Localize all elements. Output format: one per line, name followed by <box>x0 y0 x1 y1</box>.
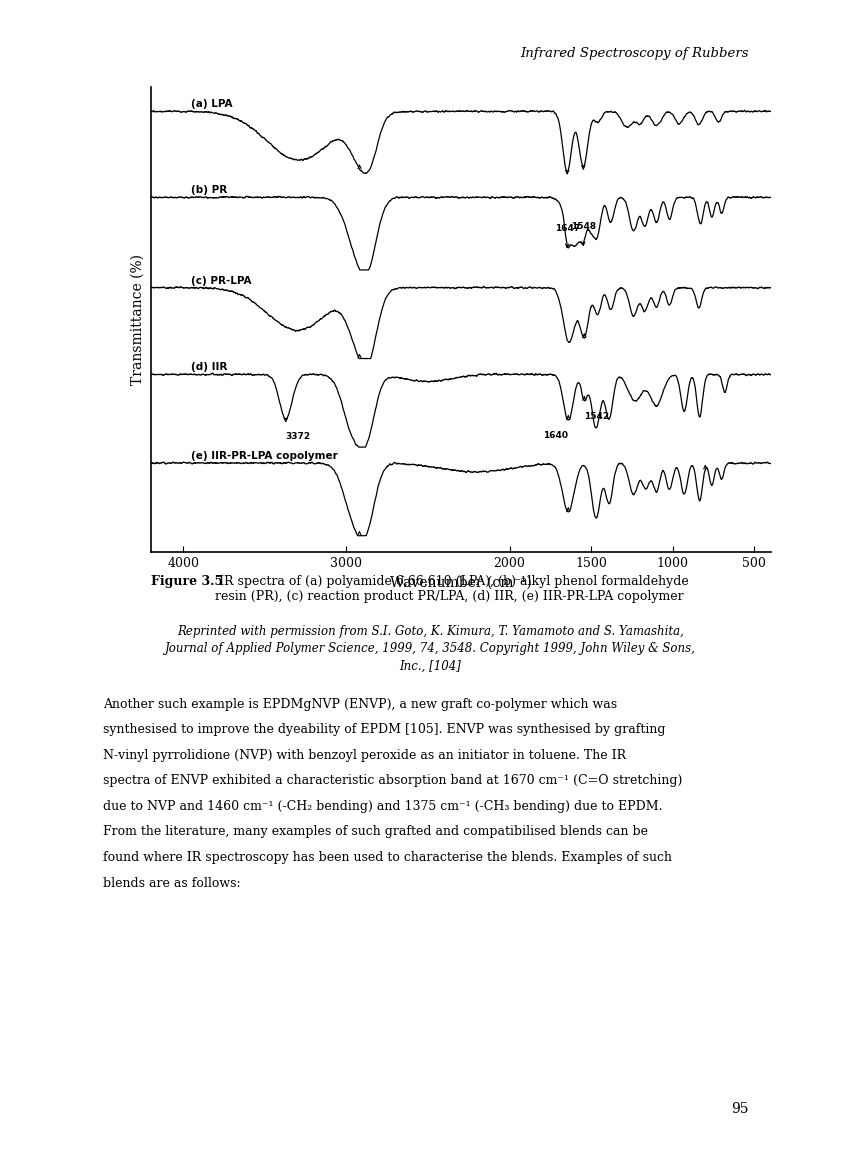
Text: (a) LPA: (a) LPA <box>191 99 233 109</box>
Text: 95: 95 <box>732 1102 749 1116</box>
Text: From the literature, many examples of such grafted and compatibilised blends can: From the literature, many examples of su… <box>103 825 648 838</box>
Text: IR spectra of (a) polyamide 6,66,610 (LPA), (b) alkyl phenol formaldehyde
resin : IR spectra of (a) polyamide 6,66,610 (LP… <box>215 575 689 603</box>
X-axis label: Wavenumber (cm⁻¹): Wavenumber (cm⁻¹) <box>390 575 531 589</box>
Text: (c) PR-LPA: (c) PR-LPA <box>191 275 252 286</box>
Text: 3372: 3372 <box>286 432 311 440</box>
Text: Figure 3.5: Figure 3.5 <box>151 575 223 588</box>
Text: Another such example is EPDMgNVP (ENVP), a new graft co-polymer which was: Another such example is EPDMgNVP (ENVP),… <box>103 697 617 710</box>
Text: spectra of ENVP exhibited a characteristic absorption band at 1670 cm⁻¹ (C=O str: spectra of ENVP exhibited a characterist… <box>103 774 683 787</box>
Text: 1647: 1647 <box>554 224 579 234</box>
Text: due to NVP and 1460 cm⁻¹ (-CH₂ bending) and 1375 cm⁻¹ (-CH₃ bending) due to EPDM: due to NVP and 1460 cm⁻¹ (-CH₂ bending) … <box>103 799 663 812</box>
Text: 1640: 1640 <box>543 431 568 440</box>
Y-axis label: Transmittance (%): Transmittance (%) <box>131 254 146 385</box>
Text: synthesised to improve the dyeability of EPDM [105]. ENVP was synthesised by gra: synthesised to improve the dyeability of… <box>103 723 666 736</box>
Text: (d) IIR: (d) IIR <box>191 363 228 372</box>
Text: (e) IIR-PR-LPA copolymer: (e) IIR-PR-LPA copolymer <box>191 451 338 461</box>
Text: 1548: 1548 <box>571 222 596 231</box>
Text: 1542: 1542 <box>585 411 610 421</box>
Text: Infrared Spectroscopy of Rubbers: Infrared Spectroscopy of Rubbers <box>521 46 749 59</box>
Text: found where IR spectroscopy has been used to characterise the blends. Examples o: found where IR spectroscopy has been use… <box>103 851 672 863</box>
Text: (b) PR: (b) PR <box>191 185 227 195</box>
Text: blends are as follows:: blends are as follows: <box>103 876 241 889</box>
Text: N-vinyl pyrrolidione (NVP) with benzoyl peroxide as an initiator in toluene. The: N-vinyl pyrrolidione (NVP) with benzoyl … <box>103 748 627 761</box>
Text: Reprinted with permission from S.I. Goto, K. Kimura, T. Yamamoto and S. Yamashit: Reprinted with permission from S.I. Goto… <box>165 625 696 672</box>
